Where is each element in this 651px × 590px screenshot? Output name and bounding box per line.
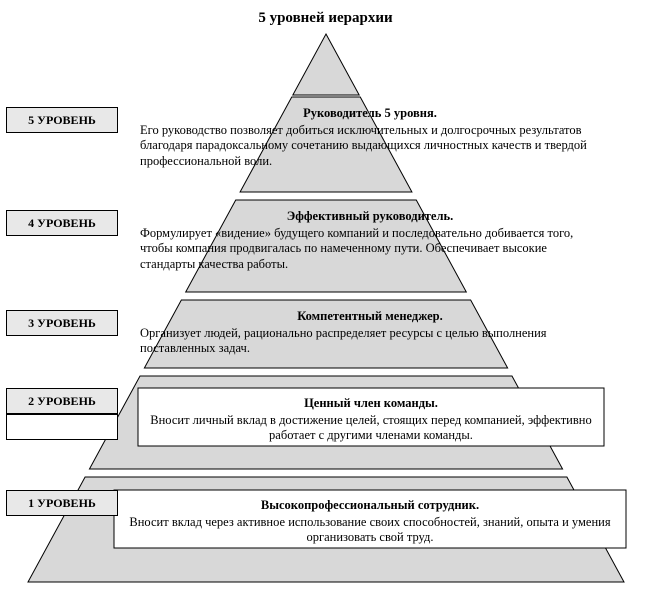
level-label-spacer (6, 414, 118, 440)
level-label: 4 УРОВЕНЬ (6, 210, 118, 236)
level-desc: Организует людей, рационально распределя… (140, 326, 600, 357)
level-text: Ценный член команды.Вносит личный вклад … (144, 396, 598, 444)
level-desc: Вносит личный вклад в достижение целей, … (144, 413, 598, 444)
level-text: Компетентный менеджер.Организует людей, … (140, 309, 600, 357)
level-label: 3 УРОВЕНЬ (6, 310, 118, 336)
level-heading: Компетентный менеджер. (140, 309, 600, 325)
level-label: 5 УРОВЕНЬ (6, 107, 118, 133)
level-text: Эффективный руководитель.Формулирует «ви… (140, 209, 600, 273)
level-text: Высокопрофессиональный сотрудник.Вносит … (120, 498, 620, 546)
level-desc: Его руководство позволяет добиться исклю… (140, 123, 600, 170)
level-heading: Руководитель 5 уровня. (140, 106, 600, 122)
pyramid-tip (293, 34, 359, 95)
level-heading: Ценный член команды. (144, 396, 598, 412)
level-text: Руководитель 5 уровня.Его руководство по… (140, 106, 600, 170)
level-label: 2 УРОВЕНЬ (6, 388, 118, 414)
level-desc: Вносит вклад через активное использовани… (120, 515, 620, 546)
hierarchy-diagram: 5 уровней иерархии 5 УРОВЕНЬ4 УРОВЕНЬ3 У… (0, 0, 651, 590)
level-heading: Эффективный руководитель. (140, 209, 600, 225)
level-desc: Формулирует «видение» будущего компаний … (140, 226, 600, 273)
level-heading: Высокопрофессиональный сотрудник. (120, 498, 620, 514)
level-label: 1 УРОВЕНЬ (6, 490, 118, 516)
